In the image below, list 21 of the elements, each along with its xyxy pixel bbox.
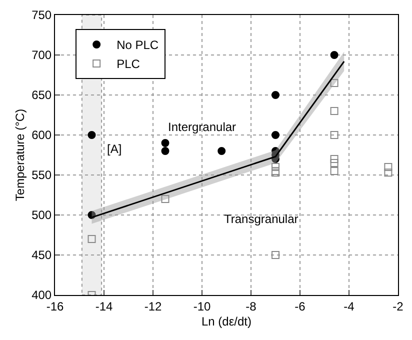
- y-tick-label: 500: [32, 208, 52, 222]
- x-tick-label: -10: [193, 299, 211, 314]
- x-tick-label: -6: [294, 299, 306, 314]
- y-tick-label: 550: [32, 168, 52, 182]
- x-tick-label: -2: [392, 299, 404, 314]
- annotation: Intergranular: [168, 120, 236, 134]
- annotation: Transgranular: [224, 212, 298, 226]
- x-tick-label: -8: [246, 299, 257, 314]
- x-tick-label: -4: [344, 299, 355, 314]
- y-tick-label: 750: [32, 8, 52, 22]
- y-tick-label: 650: [32, 88, 52, 102]
- legend-label: PLC: [116, 57, 140, 72]
- x-axis-title: Ln (dε/dt): [201, 314, 252, 328]
- y-tick-label: 450: [32, 248, 52, 262]
- x-tick-label: -14: [95, 299, 113, 314]
- x-tick-label: -12: [144, 299, 162, 314]
- y-axis-title: Temperature (°C): [12, 108, 27, 202]
- legend-label: No PLC: [116, 38, 159, 52]
- y-tick-label: 700: [32, 48, 52, 62]
- y-tick-label: 600: [32, 128, 52, 142]
- annotation: [A]: [107, 142, 122, 156]
